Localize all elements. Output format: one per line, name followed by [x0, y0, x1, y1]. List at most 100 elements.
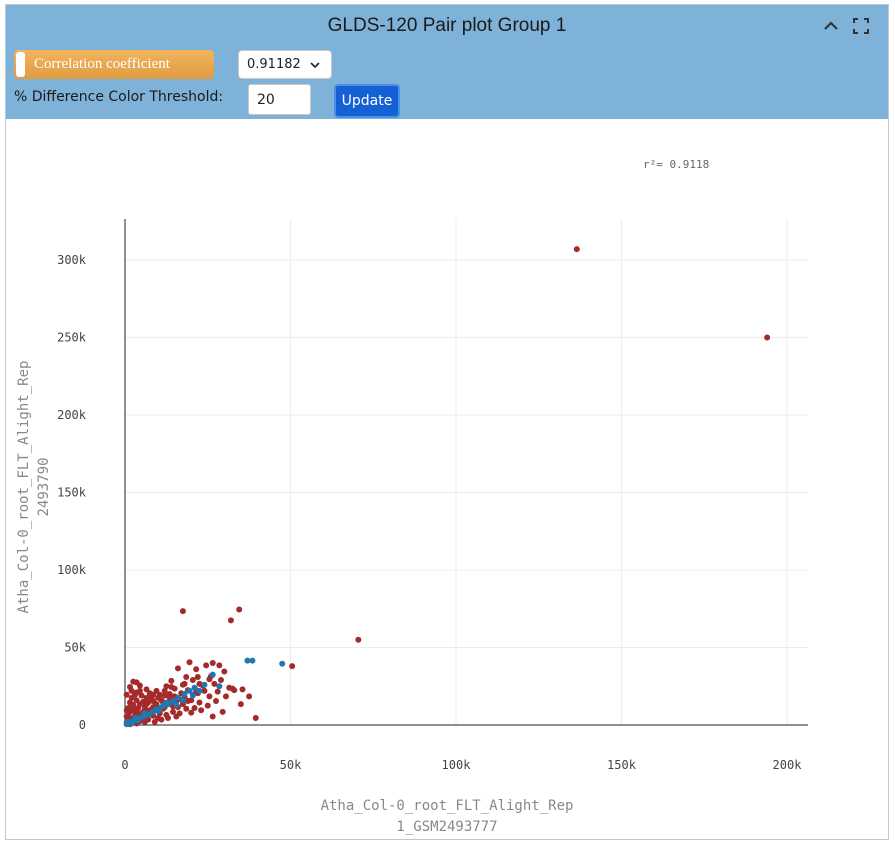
y-tick-label: 100k: [57, 563, 87, 577]
x-tick-label: 100k: [442, 758, 472, 772]
point-within-threshold[interactable]: [123, 721, 130, 728]
point-within-threshold[interactable]: [216, 683, 223, 690]
point-within-threshold[interactable]: [186, 687, 193, 694]
point-above-threshold[interactable]: [126, 699, 133, 706]
point-within-threshold[interactable]: [179, 697, 186, 704]
point-above-threshold[interactable]: [193, 666, 200, 673]
point-above-threshold[interactable]: [130, 705, 137, 712]
correlation-toggle[interactable]: Correlation coefficient: [14, 50, 214, 79]
point-within-threshold[interactable]: [201, 681, 208, 688]
point-above-threshold[interactable]: [213, 697, 220, 704]
point-above-threshold[interactable]: [169, 708, 176, 715]
point-above-threshold[interactable]: [201, 687, 208, 694]
point-within-threshold[interactable]: [174, 694, 181, 701]
point-above-threshold[interactable]: [222, 693, 229, 700]
point-above-threshold[interactable]: [151, 718, 158, 725]
toggle-label: Correlation coefficient: [34, 56, 170, 72]
point-above-threshold[interactable]: [183, 673, 190, 680]
point-above-threshold[interactable]: [214, 688, 221, 695]
point-above-threshold[interactable]: [161, 687, 168, 694]
point-above-threshold[interactable]: [186, 659, 193, 666]
point-within-threshold[interactable]: [249, 657, 256, 664]
point-above-threshold[interactable]: [171, 685, 178, 692]
point-above-threshold[interactable]: [289, 663, 296, 670]
point-within-threshold[interactable]: [131, 715, 138, 722]
point-above-threshold[interactable]: [194, 673, 201, 680]
point-above-threshold[interactable]: [163, 683, 170, 690]
point-above-threshold[interactable]: [133, 697, 140, 704]
tick-labels: 0 50k 100k 150k 200k 0 50k 100k 150k 200k 250k 300k: [57, 253, 802, 772]
threshold-input[interactable]: [248, 84, 311, 115]
point-above-threshold[interactable]: [138, 692, 145, 699]
point-above-threshold[interactable]: [237, 701, 244, 708]
point-above-threshold[interactable]: [135, 710, 142, 717]
point-above-threshold[interactable]: [179, 608, 186, 615]
y-tick-label: 250k: [57, 331, 87, 345]
point-within-threshold[interactable]: [244, 657, 251, 664]
toggle-knob: [16, 52, 25, 77]
point-above-threshold[interactable]: [198, 707, 205, 714]
point-above-threshold[interactable]: [191, 704, 198, 711]
point-above-threshold[interactable]: [161, 692, 168, 699]
point-above-threshold[interactable]: [206, 676, 213, 683]
point-above-threshold[interactable]: [126, 684, 133, 691]
point-above-threshold[interactable]: [239, 686, 246, 693]
point-above-threshold[interactable]: [150, 691, 157, 698]
point-within-threshold[interactable]: [181, 691, 188, 697]
point-within-threshold[interactable]: [163, 699, 170, 706]
point-above-threshold[interactable]: [145, 699, 152, 706]
point-within-threshold[interactable]: [189, 692, 196, 699]
point-above-threshold[interactable]: [143, 686, 150, 693]
point-above-threshold[interactable]: [206, 693, 213, 700]
point-above-threshold[interactable]: [174, 665, 181, 672]
point-above-threshold[interactable]: [130, 678, 137, 685]
point-above-threshold[interactable]: [209, 713, 216, 720]
x-axis-label-line1: Atha_Col-0_root_FLT_Alight_Rep: [321, 798, 574, 814]
point-above-threshold[interactable]: [211, 680, 218, 687]
point-within-threshold[interactable]: [209, 671, 216, 678]
point-within-threshold[interactable]: [141, 710, 148, 717]
point-above-threshold[interactable]: [355, 636, 362, 643]
point-above-threshold[interactable]: [217, 677, 224, 684]
point-above-threshold[interactable]: [125, 712, 132, 719]
chevron-up-icon[interactable]: [822, 17, 840, 35]
point-above-threshold[interactable]: [173, 713, 180, 720]
point-above-threshold[interactable]: [188, 709, 195, 716]
point-above-threshold[interactable]: [166, 691, 173, 697]
update-button[interactable]: Update: [334, 84, 400, 118]
point-above-threshold[interactable]: [189, 677, 196, 684]
point-within-threshold[interactable]: [191, 684, 198, 691]
point-above-threshold[interactable]: [123, 691, 130, 698]
point-above-threshold[interactable]: [155, 694, 162, 701]
point-above-threshold[interactable]: [133, 689, 140, 696]
point-within-threshold[interactable]: [155, 708, 162, 715]
point-above-threshold[interactable]: [573, 246, 580, 253]
point-above-threshold[interactable]: [123, 707, 130, 714]
expand-icon[interactable]: [852, 17, 870, 35]
point-above-threshold[interactable]: [168, 677, 175, 684]
point-above-threshold[interactable]: [196, 680, 203, 687]
point-above-threshold[interactable]: [252, 715, 259, 722]
point-above-threshold[interactable]: [179, 681, 186, 688]
point-above-threshold[interactable]: [203, 662, 210, 669]
point-above-threshold[interactable]: [183, 705, 190, 712]
correlation-select[interactable]: 0.91182: [238, 50, 332, 79]
point-above-threshold[interactable]: [143, 694, 150, 701]
point-above-threshold[interactable]: [204, 702, 211, 709]
point-above-threshold[interactable]: [246, 693, 253, 700]
point-above-threshold[interactable]: [227, 617, 234, 624]
point-above-threshold[interactable]: [209, 660, 216, 666]
point-above-threshold[interactable]: [136, 682, 143, 689]
point-above-threshold[interactable]: [229, 685, 236, 692]
point-above-threshold[interactable]: [216, 662, 223, 669]
point-within-threshold[interactable]: [173, 701, 180, 708]
point-above-threshold[interactable]: [158, 716, 165, 723]
point-above-threshold[interactable]: [165, 715, 172, 722]
point-within-threshold[interactable]: [279, 660, 286, 667]
point-above-threshold[interactable]: [236, 606, 243, 613]
point-above-threshold[interactable]: [219, 708, 226, 715]
point-above-threshold[interactable]: [764, 334, 771, 341]
point-within-threshold[interactable]: [196, 687, 203, 694]
point-above-threshold[interactable]: [196, 699, 203, 706]
point-above-threshold[interactable]: [221, 668, 228, 675]
